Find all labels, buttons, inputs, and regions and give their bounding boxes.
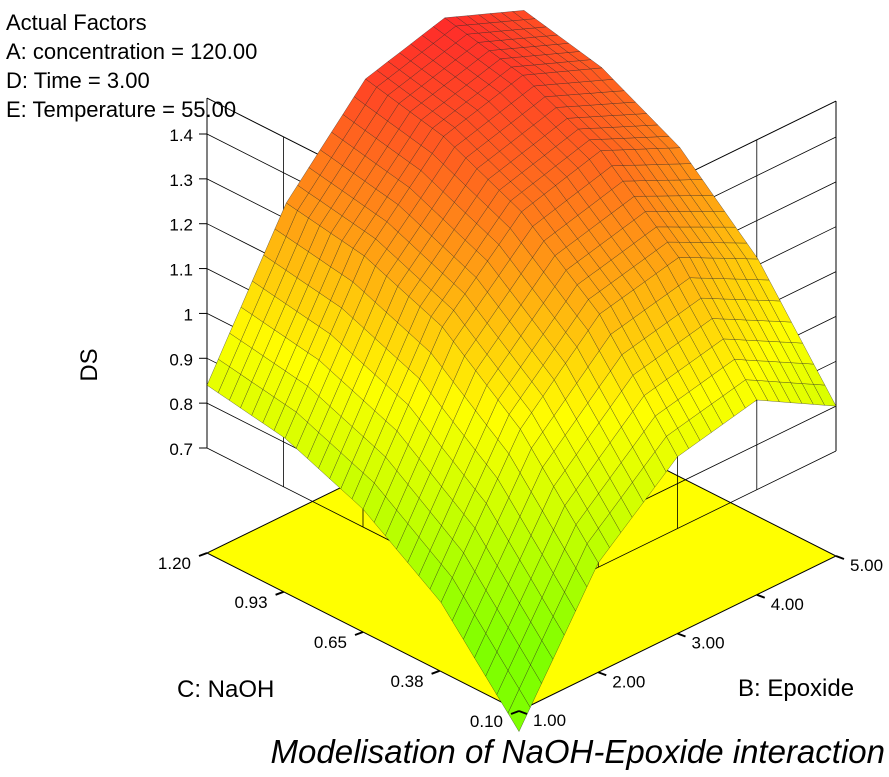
z-tick-label: 0.7 [169,440,193,459]
z-tick-label: 1.3 [169,171,193,190]
y-tick [510,710,520,715]
response-surface [206,10,837,733]
x-axis-label: B: Epoxide [738,675,854,702]
x-tick-label: 5.00 [850,556,883,575]
x-tick [756,593,766,599]
x-tick [677,632,686,638]
x-tick [518,710,528,715]
z-tick-label: 1.4 [169,126,193,145]
z-tick-label: 1 [184,305,193,324]
factor-line-temperature: E: Temperature = 55.00 [6,97,237,122]
factor-line-concentration: A: concentration = 120.00 [6,39,258,64]
figure-caption: Modelisation of NaOH-Epoxide interaction [270,733,885,770]
axis-ticks: 0.7 0.8 0.9 1 1.1 1.2 1.3 1.4 1.00 2.00 3.00 4.00 5.… [158,126,883,731]
z-tick-label: 1.1 [169,261,193,280]
y-tick-label: 0.65 [314,633,347,652]
x-tick-label: 1.00 [533,711,566,730]
actual-factors-heading: Actual Factors [6,10,147,35]
actual-factors-panel: Actual Factors A: concentration = 120.00… [6,8,257,124]
y-tick-label: 1.20 [158,554,191,573]
y-tick [354,631,364,636]
y-tick-label: 0.10 [470,712,503,731]
x-tick [597,671,607,677]
y-tick [431,669,440,675]
surface-cell [512,10,536,20]
x-tick-label: 2.00 [612,672,645,691]
z-tick-label: 0.8 [169,395,193,414]
y-tick [198,552,208,557]
y-tick [275,590,284,596]
y-tick-label: 0.38 [390,672,423,691]
y-axis-label: C: NaOH [177,676,274,703]
x-tick [835,555,845,560]
z-tick-label: 0.9 [169,350,193,369]
z-tick-label: 1.2 [169,216,193,235]
x-tick-label: 3.00 [692,634,725,653]
factor-line-time: D: Time = 3.00 [6,68,150,93]
z-axis-label: DS [76,348,103,381]
x-tick-label: 4.00 [771,595,804,614]
y-tick-label: 0.93 [234,593,267,612]
